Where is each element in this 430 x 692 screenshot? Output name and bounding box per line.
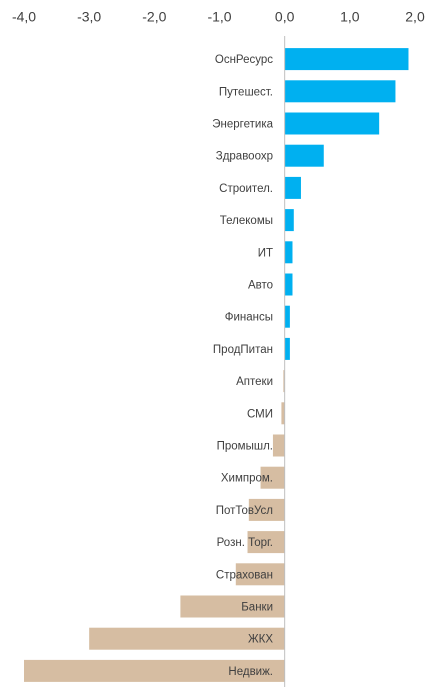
x-tick-label: -4,0 [12, 9, 36, 25]
bar [235, 563, 285, 586]
category-label: Телекомы [220, 215, 273, 227]
bar [284, 176, 301, 199]
x-tick-label: 0,0 [275, 9, 295, 25]
x-tick-label: -3,0 [77, 9, 101, 25]
x-tick-label: 2,0 [405, 9, 425, 25]
category-label: Промышл. [217, 441, 273, 453]
category-label: Розн. Торг. [217, 537, 273, 549]
bar [284, 337, 290, 360]
bar [247, 531, 285, 554]
category-label: Энергетика [212, 119, 273, 131]
bar [260, 466, 285, 489]
bar [24, 659, 285, 682]
bar [283, 370, 285, 393]
x-tick-label: -1,0 [207, 9, 231, 25]
x-tick-label: 1,0 [340, 9, 360, 25]
bar [284, 112, 380, 135]
x-tick-label: -2,0 [142, 9, 166, 25]
category-label: Путешест. [219, 86, 273, 98]
bar [284, 305, 290, 328]
bar [284, 273, 293, 296]
category-label: Страхован [216, 569, 273, 581]
category-label: Химпром. [221, 473, 273, 485]
category-label: ОснРесурс [215, 54, 273, 66]
category-label: Недвиж. [228, 666, 273, 678]
category-label: Банки [241, 602, 273, 614]
category-label: СМИ [247, 408, 273, 420]
bar [89, 627, 285, 650]
category-label: Аптеки [236, 376, 273, 388]
category-label: ПродПитан [213, 344, 273, 356]
category-label: Строител. [219, 183, 273, 195]
bar [248, 498, 285, 521]
category-label: Финансы [225, 312, 273, 324]
bar [272, 434, 285, 457]
bar [284, 80, 396, 103]
bar [180, 595, 285, 618]
category-label: ПотТовУсл [216, 505, 273, 517]
category-label: Авто [248, 280, 273, 292]
bar [284, 209, 294, 232]
bar [284, 48, 409, 71]
category-label: ИТ [258, 247, 273, 259]
category-label: ЖКХ [248, 634, 273, 646]
bar [284, 144, 324, 167]
bar [281, 402, 285, 425]
bar [284, 241, 293, 264]
category-label: Здравоохр [216, 151, 273, 163]
